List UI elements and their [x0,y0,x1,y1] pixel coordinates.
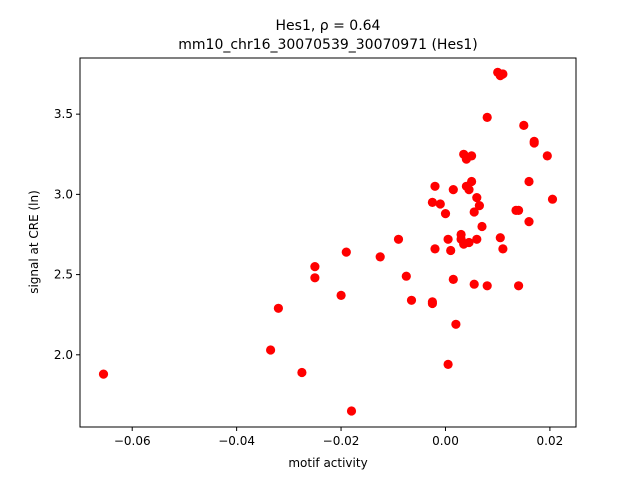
data-point [474,201,484,211]
data-point [443,234,453,244]
data-point [547,194,558,204]
data-point [477,221,487,232]
data-points [98,67,558,416]
data-point [273,303,283,313]
data-point [310,273,320,283]
y-tick-label: 3.5 [54,107,73,121]
data-point [336,290,346,300]
x-tick-label: 0.00 [432,434,459,448]
y-tick-label: 2.0 [54,348,73,362]
data-point [514,281,524,291]
data-point [472,234,482,244]
data-point [443,359,453,369]
x-tick-label: −0.04 [218,434,255,448]
data-point [406,295,417,305]
y-tick-label: 2.5 [54,268,73,282]
chart-title-line2: mm10_chr16_30070539_30070971 (Hes1) [178,37,477,53]
data-point [427,298,437,309]
data-point [341,247,351,257]
data-point [446,245,456,256]
x-tick-label: 0.02 [537,434,564,448]
chart-title-line1: Hes1, ρ = 0.64 [276,18,381,34]
data-point [297,367,307,378]
data-point [542,151,552,161]
data-point [430,244,440,254]
data-point [346,406,357,416]
data-point [448,185,458,195]
y-axis-label: signal at CRE (ln) [27,190,41,294]
data-point [464,237,474,248]
data-point [448,274,458,284]
data-point [464,185,474,195]
data-point [98,369,109,379]
data-point [375,252,385,262]
x-tick-label: −0.06 [114,434,151,448]
data-point [401,271,411,281]
x-axis-ticks: −0.06 −0.04 −0.02 0.00 0.02 [114,427,563,448]
data-point [469,279,479,289]
data-point [472,193,482,203]
data-point [495,233,505,243]
data-point [430,181,440,191]
x-axis-label: motif activity [288,456,367,470]
y-axis-ticks: 2.0 2.5 3.0 3.5 [54,107,80,362]
data-point [514,205,524,215]
data-point [467,176,477,187]
data-point [469,207,479,217]
data-point [524,176,534,187]
plot-frame [79,57,577,428]
data-point [266,345,276,355]
data-point [498,69,508,79]
data-point [440,209,451,219]
y-tick-label: 3.0 [54,187,73,201]
data-point [310,262,320,272]
data-point [482,281,492,291]
data-point [467,151,477,161]
data-point [524,217,534,227]
data-point [498,244,508,254]
data-point [393,234,404,244]
data-point [519,120,529,130]
data-point [529,138,539,148]
data-point [451,319,461,329]
x-tick-label: −0.02 [323,434,360,448]
data-point [482,112,492,122]
data-point [427,197,437,207]
data-point [435,199,445,209]
